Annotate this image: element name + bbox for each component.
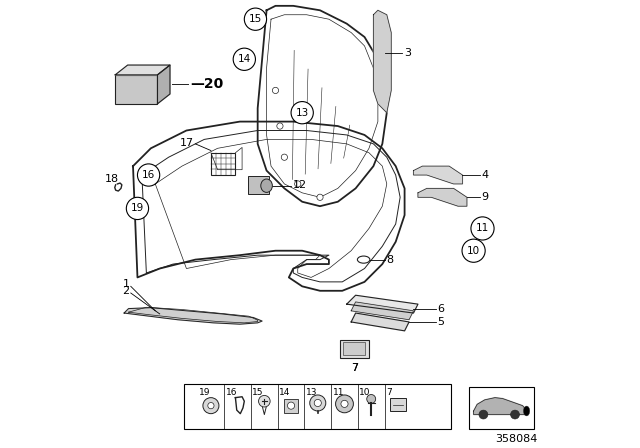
Text: 11: 11 (332, 388, 344, 397)
Circle shape (203, 398, 219, 414)
Bar (390, 398, 406, 411)
Text: 6: 6 (437, 304, 444, 314)
Text: 14: 14 (237, 54, 251, 64)
Ellipse shape (357, 256, 370, 263)
Text: 19: 19 (131, 203, 144, 213)
Circle shape (479, 410, 488, 419)
Circle shape (314, 400, 321, 406)
Polygon shape (157, 65, 170, 104)
Text: 10: 10 (359, 388, 371, 397)
Text: 15: 15 (249, 14, 262, 24)
Circle shape (341, 401, 348, 407)
Ellipse shape (524, 406, 530, 416)
Text: 7: 7 (386, 388, 392, 397)
Circle shape (233, 48, 255, 70)
Bar (340, 340, 369, 358)
Text: 16: 16 (226, 388, 237, 397)
Ellipse shape (260, 179, 273, 192)
Circle shape (259, 396, 270, 407)
Polygon shape (474, 398, 527, 414)
Circle shape (335, 395, 353, 413)
Circle shape (511, 410, 520, 419)
Circle shape (273, 87, 278, 94)
Bar (469, 387, 534, 429)
Bar (184, 384, 451, 429)
Text: 12: 12 (292, 180, 307, 190)
Circle shape (471, 217, 494, 240)
Circle shape (317, 194, 323, 200)
Text: 14: 14 (279, 388, 291, 397)
Text: 16: 16 (142, 170, 156, 180)
Text: 7: 7 (351, 363, 358, 373)
Text: 19: 19 (199, 388, 211, 397)
Text: 8: 8 (386, 254, 393, 265)
Polygon shape (347, 295, 418, 313)
Text: 3: 3 (404, 47, 411, 58)
Text: 5: 5 (437, 317, 444, 327)
Text: 9: 9 (482, 192, 489, 202)
Circle shape (208, 403, 214, 409)
Text: 2: 2 (122, 286, 129, 296)
Circle shape (310, 395, 326, 411)
Polygon shape (351, 313, 409, 331)
Text: 13: 13 (296, 108, 309, 118)
Text: 13: 13 (306, 388, 317, 397)
Bar (343, 342, 365, 355)
Circle shape (287, 402, 294, 409)
Text: 11: 11 (476, 224, 489, 233)
Text: 10: 10 (467, 246, 480, 256)
Text: 358084: 358084 (495, 435, 537, 444)
Circle shape (462, 239, 485, 262)
Polygon shape (124, 308, 262, 324)
Bar (211, 153, 236, 175)
Polygon shape (115, 75, 157, 104)
Circle shape (294, 181, 301, 187)
Circle shape (277, 123, 283, 129)
Polygon shape (418, 188, 467, 206)
Polygon shape (351, 302, 413, 320)
Circle shape (138, 164, 160, 186)
Circle shape (126, 197, 148, 220)
Circle shape (291, 102, 314, 124)
Text: 1: 1 (122, 279, 129, 289)
Polygon shape (413, 166, 463, 184)
Text: 4: 4 (482, 170, 489, 180)
Polygon shape (115, 65, 170, 75)
Circle shape (281, 154, 287, 160)
Text: —20: —20 (190, 78, 223, 91)
Text: 7: 7 (351, 363, 358, 373)
Text: 15: 15 (252, 388, 264, 397)
Text: 17: 17 (180, 138, 194, 148)
Polygon shape (373, 10, 391, 113)
Bar (284, 399, 298, 413)
Text: 18: 18 (105, 173, 119, 184)
Bar (248, 176, 269, 194)
Circle shape (367, 395, 376, 404)
Circle shape (244, 8, 267, 30)
